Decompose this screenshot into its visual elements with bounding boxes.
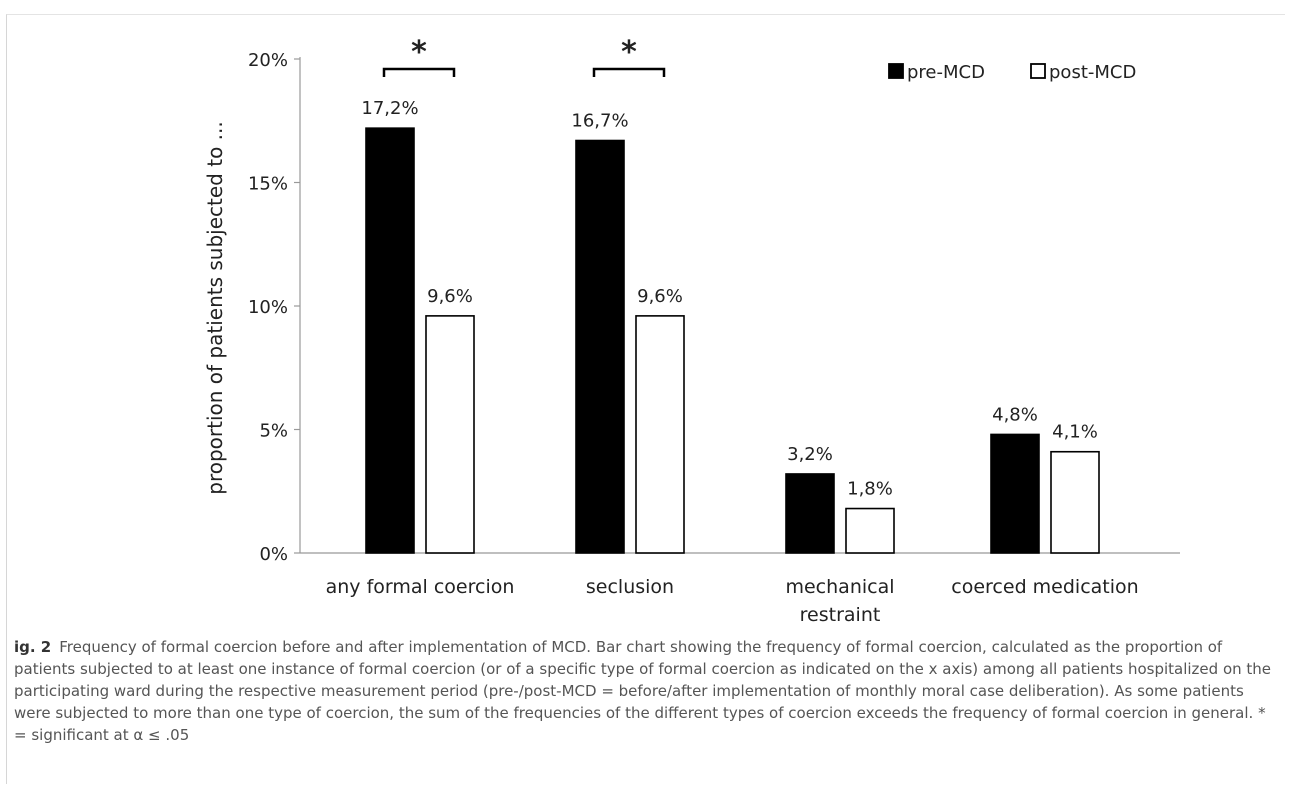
- significance-markers: * *: [382, 35, 666, 77]
- figure-caption: ig. 2 Frequency of formal coercion before…: [14, 636, 1276, 746]
- data-labels: 17,2% 16,7% 3,2% 4,8% 9,6% 9,6% 1,8% 4,1%: [361, 98, 1097, 499]
- y-tick-label: 5%: [259, 421, 288, 442]
- y-ticks: 0% 5% 10% 15% 20%: [248, 50, 300, 565]
- bar-post-mcd: [1050, 450, 1100, 554]
- x-tick-label: any formal coercion: [326, 576, 515, 598]
- x-tick-label: coerced medication: [951, 576, 1138, 598]
- significance-bracket: [592, 67, 666, 77]
- bar-value-label: 4,1%: [1052, 422, 1098, 443]
- bar-pre-mcd: [365, 127, 415, 554]
- figure-label: ig. 2: [14, 638, 52, 656]
- bar-pre-mcd: [785, 473, 835, 554]
- bar-chart: proportion of patients subjected to ... …: [203, 35, 1180, 626]
- bar-post-mcd: [635, 315, 685, 554]
- legend: pre-MCD post-MCD: [888, 62, 1136, 83]
- y-tick-label: 10%: [248, 297, 288, 318]
- y-tick-label: 0%: [259, 544, 288, 565]
- bar-pre-mcd: [990, 433, 1040, 554]
- bar-post-mcd: [425, 315, 475, 554]
- bar-value-label: 9,6%: [427, 286, 473, 307]
- significance-bracket: [382, 67, 456, 77]
- y-tick-label: 15%: [248, 174, 288, 195]
- bar-value-label: 16,7%: [571, 111, 628, 132]
- legend-swatch-post-mcd: [1030, 63, 1046, 79]
- bar-value-label: 1,8%: [847, 479, 893, 500]
- bar-value-label: 3,2%: [787, 444, 833, 465]
- bar-value-label: 4,8%: [992, 404, 1038, 425]
- bar-pre-mcd: [575, 139, 625, 554]
- bar-post-mcd: [845, 507, 895, 554]
- bars: [365, 127, 1100, 554]
- x-tick-labels: any formal coercion seclusion mechanical re…: [326, 576, 1139, 626]
- x-tick-label: seclusion: [586, 576, 674, 598]
- caption-text: Frequency of formal coercion before and …: [14, 638, 1272, 744]
- y-tick-label: 20%: [248, 50, 288, 71]
- legend-swatch-pre-mcd: [888, 63, 904, 79]
- bar-value-label: 17,2%: [361, 98, 418, 119]
- bar-value-label: 9,6%: [637, 286, 683, 307]
- legend-label: pre-MCD: [907, 62, 985, 83]
- significance-asterisk: *: [411, 35, 427, 70]
- significance-asterisk: *: [621, 35, 637, 70]
- figure-frame: [6, 14, 1285, 784]
- y-axis-label: proportion of patients subjected to ...: [203, 121, 227, 494]
- x-tick-label: mechanical restraint: [785, 576, 894, 626]
- legend-label: post-MCD: [1049, 62, 1136, 83]
